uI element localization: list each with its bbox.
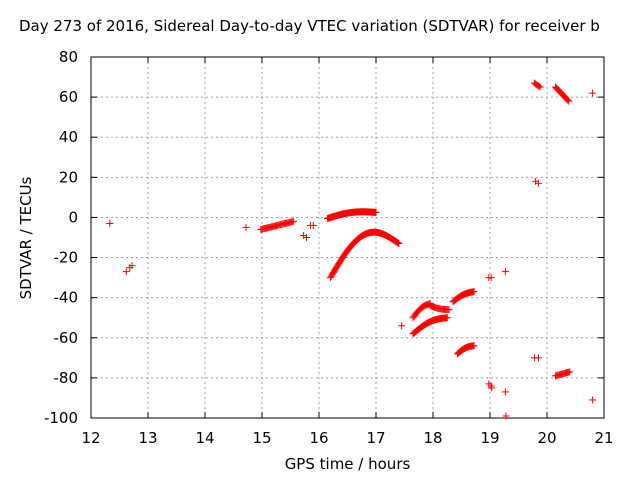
data-point — [535, 82, 543, 90]
y-tick-label: 20 — [59, 168, 78, 186]
data-point — [302, 234, 310, 241]
data-points — [106, 79, 597, 420]
data-point — [372, 208, 380, 216]
chart-title: Day 273 of 2016, Sidereal Day-to-day VTE… — [19, 17, 600, 35]
y-axis-label: SDTVAR / TECUs — [17, 176, 35, 300]
x-tick-label: 20 — [537, 429, 556, 447]
plot-frame — [90, 56, 605, 419]
data-point — [470, 288, 478, 296]
data-point — [564, 96, 572, 104]
x-tick-label: 17 — [366, 429, 385, 447]
data-point — [289, 217, 297, 225]
data-point — [487, 274, 495, 282]
y-tick-label: -80 — [54, 369, 79, 387]
x-tick-label: 13 — [138, 429, 157, 447]
data-point — [128, 262, 136, 270]
y-tick-label: -60 — [54, 329, 79, 347]
data-point — [309, 221, 317, 229]
x-axis-label: GPS time / hours — [284, 455, 411, 473]
axis-ticks: 12 13 14 15 16 17 18 19 20 21 -100 -80 -60 -40 -20 0 20 4… — [44, 48, 614, 447]
data-point — [443, 314, 451, 322]
data-point — [501, 388, 509, 396]
data-point — [502, 412, 510, 420]
data-point — [393, 238, 401, 246]
data-point — [589, 396, 597, 404]
y-tick-label: 0 — [68, 208, 78, 226]
y-tick-label: 60 — [59, 88, 78, 106]
x-tick-label: 16 — [309, 429, 328, 447]
data-point — [488, 384, 496, 392]
x-tick-label: 18 — [423, 429, 442, 447]
data-point — [122, 268, 130, 276]
x-tick-label: 14 — [195, 429, 214, 447]
data-point — [565, 97, 573, 105]
data-point — [398, 322, 406, 330]
data-point — [501, 268, 509, 276]
data-point — [470, 342, 478, 350]
x-tick-label: 19 — [480, 429, 499, 447]
data-point — [534, 354, 542, 362]
data-point — [106, 219, 114, 227]
y-tick-label: -40 — [54, 289, 79, 307]
x-tick-label: 15 — [252, 429, 271, 447]
data-point — [566, 368, 574, 376]
y-tick-label: -100 — [44, 409, 78, 427]
grid-lines — [91, 57, 604, 418]
data-point — [242, 223, 250, 231]
data-point — [589, 89, 597, 97]
y-tick-label: -20 — [54, 249, 79, 267]
y-tick-label: 40 — [59, 128, 78, 146]
data-point — [445, 306, 453, 314]
x-tick-label: 12 — [81, 429, 100, 447]
y-tick-label: 80 — [59, 48, 78, 66]
data-point — [395, 240, 403, 248]
data-point — [534, 179, 542, 187]
x-tick-label: 21 — [594, 429, 613, 447]
data-point — [536, 83, 544, 91]
data-point — [394, 239, 402, 247]
